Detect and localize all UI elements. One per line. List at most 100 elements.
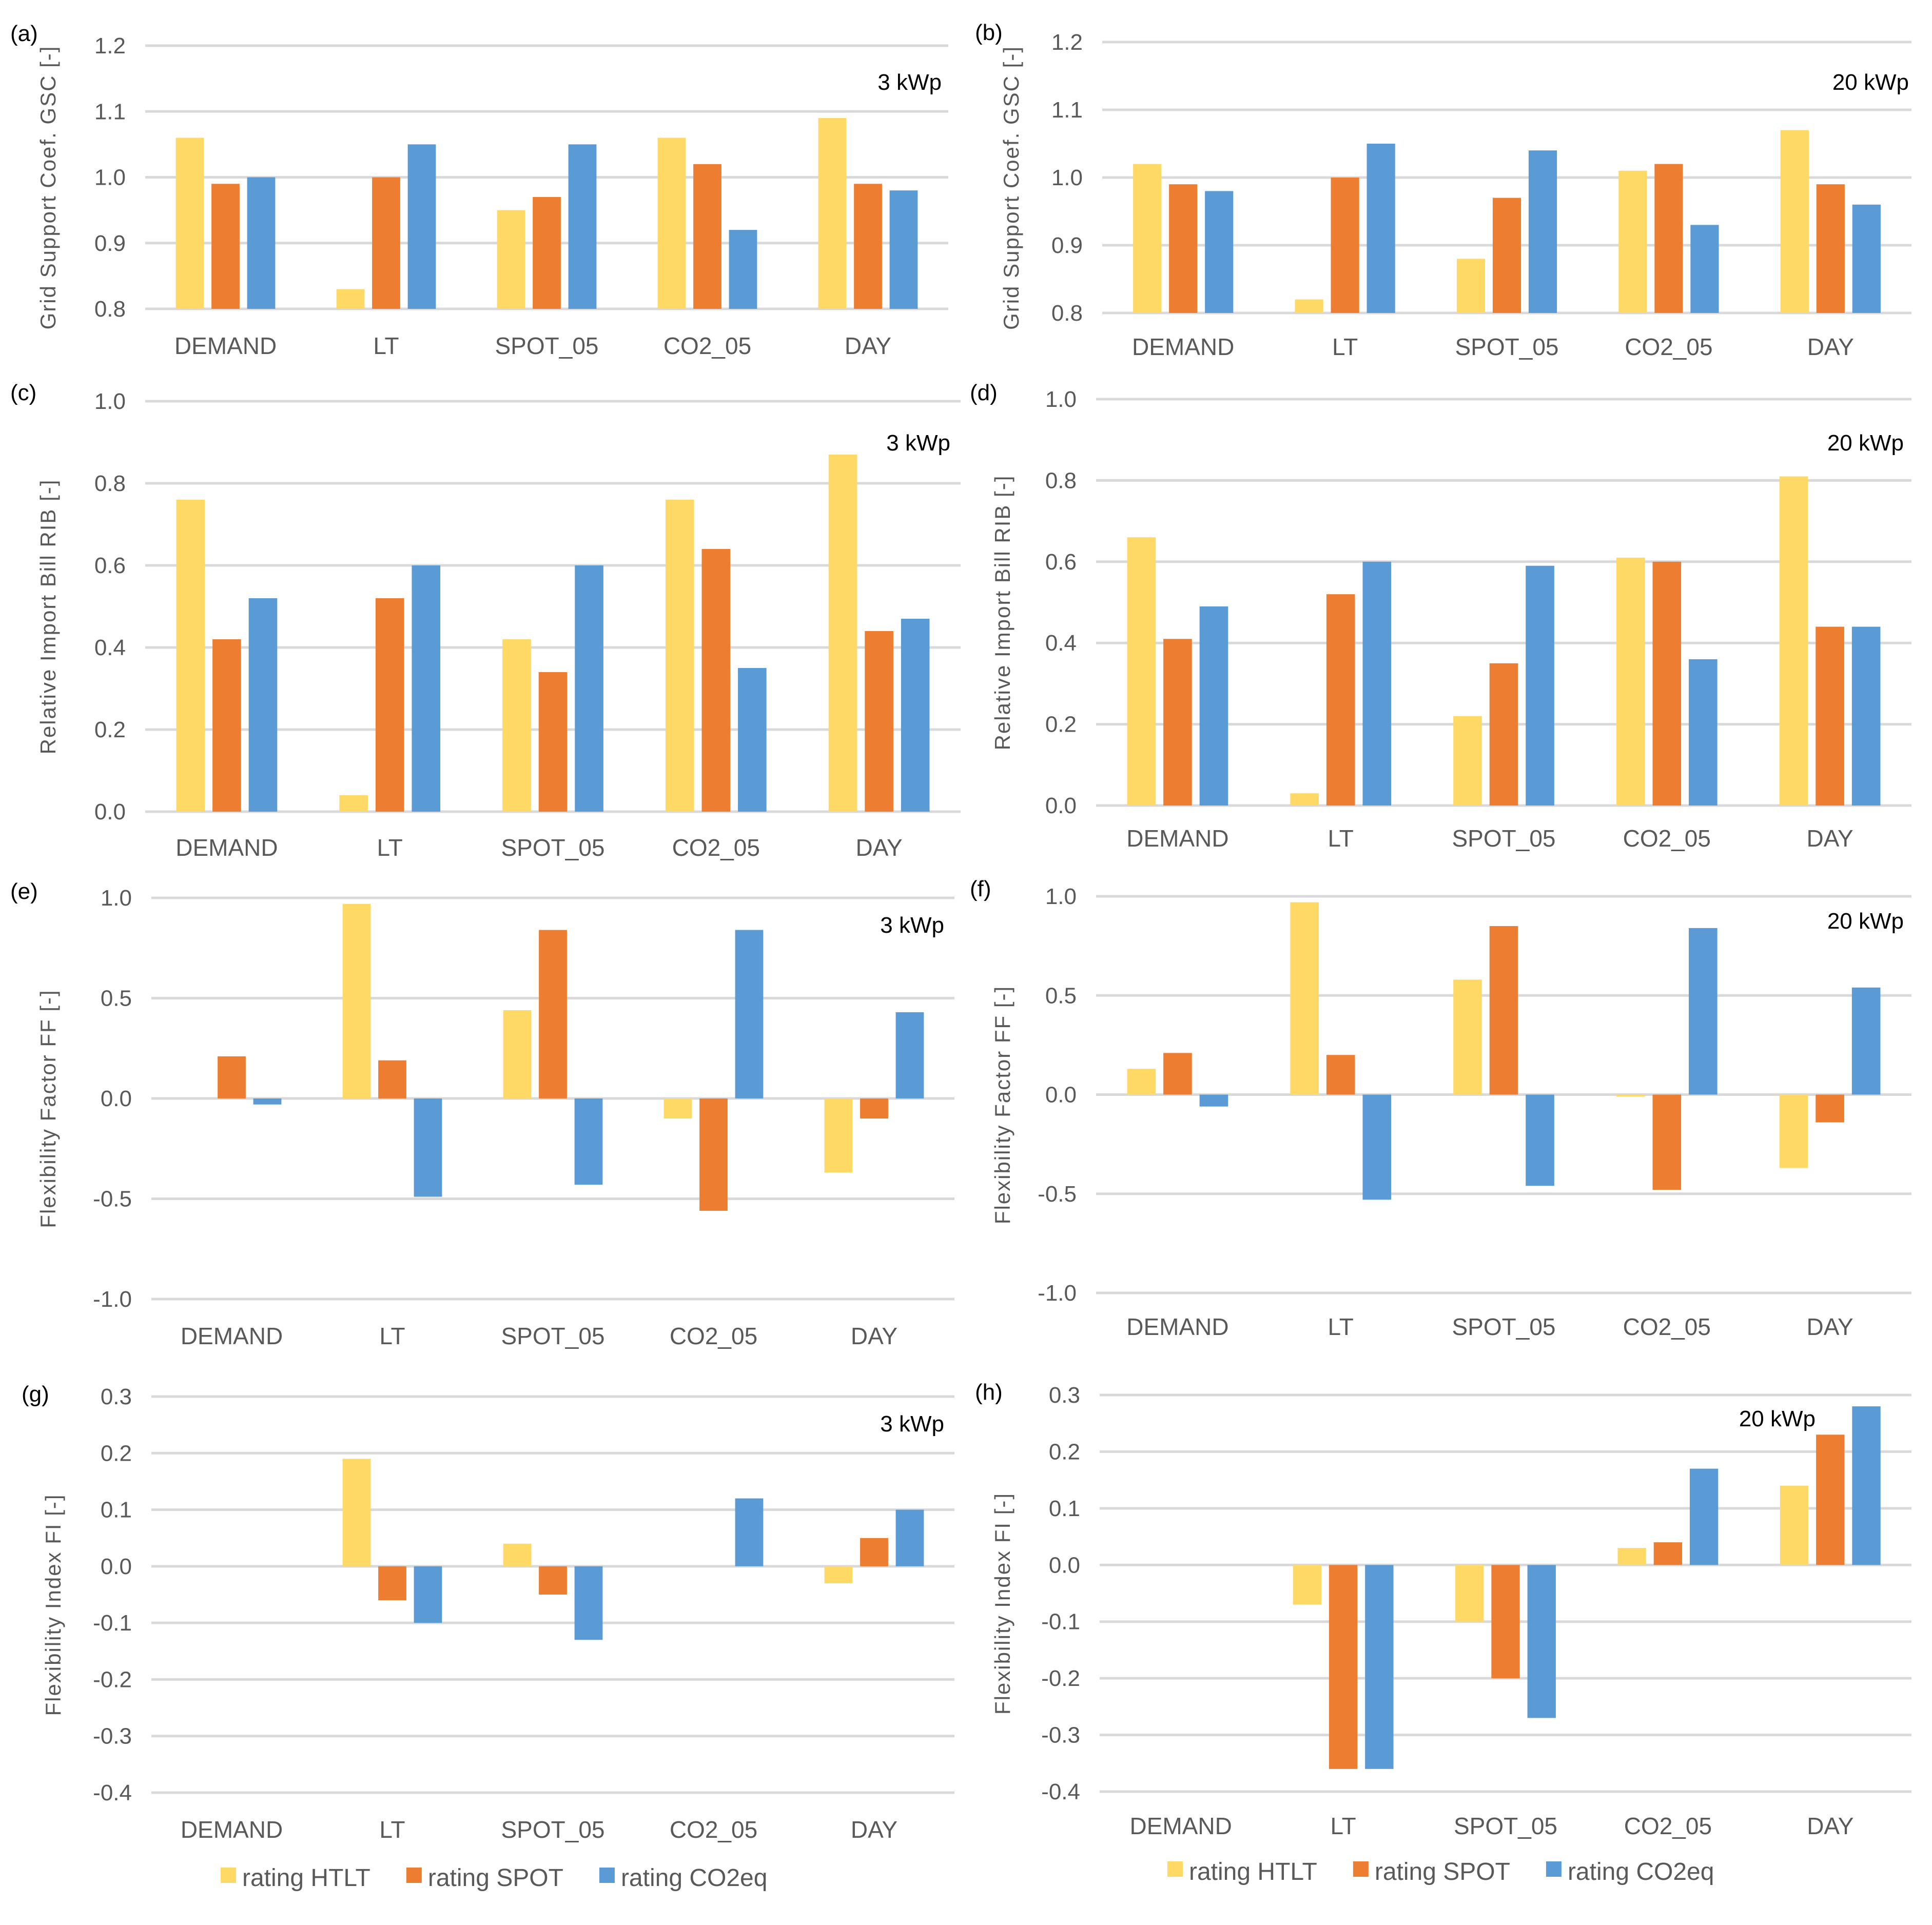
y-tick-label: 0.3 xyxy=(101,1384,132,1409)
bar-d-spot_05-rating-spot xyxy=(1489,663,1518,806)
bar-b-demand-rating-htlt xyxy=(1133,164,1162,313)
bar-a-spot_05-rating-spot xyxy=(533,197,561,309)
bar-e-day-rating-spot xyxy=(860,1098,888,1119)
bar-b-spot_05-rating-co2eq xyxy=(1528,150,1557,313)
category-label: DEMAND xyxy=(181,1816,283,1843)
legend-label: rating CO2eq xyxy=(621,1864,768,1892)
category-label: SPOT_05 xyxy=(495,332,599,359)
bar-b-co2_05-rating-co2eq xyxy=(1690,225,1719,313)
bar-a-lt-rating-htlt xyxy=(336,289,365,309)
bar-c-demand-rating-htlt xyxy=(176,500,205,812)
bar-b-co2_05-rating-htlt xyxy=(1618,170,1647,313)
category-label: SPOT_05 xyxy=(1452,1313,1556,1340)
y-tick-label: 0.1 xyxy=(1049,1496,1080,1521)
category-label: CO2_05 xyxy=(670,1323,757,1349)
bar-g-day-rating-htlt xyxy=(824,1566,853,1583)
bar-e-demand-rating-spot xyxy=(218,1056,246,1098)
bar-e-demand-rating-co2eq xyxy=(253,1098,282,1105)
category-label: DAY xyxy=(1807,1313,1853,1340)
bar-f-demand-rating-spot xyxy=(1163,1053,1192,1095)
category-label: DEMAND xyxy=(174,332,277,359)
category-label: CO2_05 xyxy=(1625,333,1712,360)
y-tick-label: -0.4 xyxy=(1041,1779,1080,1804)
panel-label: (f) xyxy=(970,876,991,901)
bar-f-lt-rating-htlt xyxy=(1290,902,1319,1095)
category-label: DAY xyxy=(845,332,891,359)
bar-d-co2_05-rating-co2eq xyxy=(1689,659,1718,806)
category-label: DEMAND xyxy=(1130,1813,1232,1839)
bar-f-co2_05-rating-spot xyxy=(1652,1094,1682,1190)
legend-swatch xyxy=(599,1868,615,1883)
panel-label: (b) xyxy=(975,20,1003,45)
capacity-annotation: 20 kWp xyxy=(1827,909,1904,934)
category-label: CO2_05 xyxy=(1624,1813,1712,1839)
panel-b: 0.8 0.9 1.0 1.1 1.2 DEMAND LT SPOT_05 CO2_05 DAY G… xyxy=(975,20,1911,360)
bar-c-spot_05-rating-htlt xyxy=(502,639,531,812)
bar-a-co2_05-rating-co2eq xyxy=(729,230,757,309)
y-tick-label: -0.3 xyxy=(93,1724,132,1749)
bar-d-day-rating-htlt xyxy=(1779,476,1808,806)
capacity-annotation: 3 kWp xyxy=(880,1411,944,1437)
category-label: SPOT_05 xyxy=(1455,333,1559,360)
y-tick-label: 0.2 xyxy=(94,717,126,742)
y-tick-label: -0.1 xyxy=(93,1610,132,1636)
bar-f-demand-rating-htlt xyxy=(1127,1069,1156,1095)
bar-g-lt-rating-htlt xyxy=(342,1459,371,1566)
category-label: SPOT_05 xyxy=(501,1323,605,1349)
bar-c-lt-rating-htlt xyxy=(339,795,368,812)
y-tick-label: 0.8 xyxy=(1051,301,1083,326)
category-label: LT xyxy=(1328,1313,1354,1340)
y-tick-label: -1.0 xyxy=(1038,1281,1077,1306)
bar-a-spot_05-rating-co2eq xyxy=(568,144,597,309)
bar-h-spot_05-rating-spot xyxy=(1491,1565,1520,1679)
category-label: SPOT_05 xyxy=(501,1816,605,1843)
bar-d-demand-rating-co2eq xyxy=(1199,606,1228,806)
bar-a-lt-rating-co2eq xyxy=(407,144,436,309)
category-label: CO2_05 xyxy=(670,1816,757,1843)
bar-f-day-rating-co2eq xyxy=(1851,987,1881,1095)
y-tick-label: 0.1 xyxy=(101,1498,132,1523)
bar-f-demand-rating-co2eq xyxy=(1199,1094,1228,1107)
bar-e-day-rating-htlt xyxy=(824,1098,853,1173)
category-label: SPOT_05 xyxy=(1452,825,1556,852)
bar-g-spot_05-rating-co2eq xyxy=(574,1566,603,1640)
y-tick-label: 1.2 xyxy=(94,33,126,58)
panel-label: (c) xyxy=(10,380,36,405)
y-axis-title: Grid Support Coef. GSC [-] xyxy=(36,46,60,330)
y-tick-label: 1.0 xyxy=(94,389,126,414)
bar-d-day-rating-co2eq xyxy=(1851,626,1881,806)
y-tick-label: 0.9 xyxy=(1051,233,1083,258)
y-tick-label: 0.0 xyxy=(1045,793,1077,818)
y-axis-title: Relative Import Bill RIB [-] xyxy=(990,475,1014,751)
bar-b-day-rating-co2eq xyxy=(1852,204,1881,313)
bar-e-lt-rating-htlt xyxy=(342,903,371,1098)
bar-b-lt-rating-htlt xyxy=(1295,299,1323,313)
bar-f-co2_05-rating-htlt xyxy=(1616,1094,1645,1097)
capacity-annotation: 20 kWp xyxy=(1827,430,1904,456)
bar-a-lt-rating-spot xyxy=(372,177,400,309)
y-tick-label: -1.0 xyxy=(93,1287,132,1312)
panel-d: 0.0 0.2 0.4 0.6 0.8 1.0 DEMAND LT SPOT_05 CO2_05 D… xyxy=(970,380,1911,852)
bar-f-co2_05-rating-co2eq xyxy=(1689,928,1718,1095)
category-label: CO2_05 xyxy=(663,332,751,359)
category-label: DAY xyxy=(1807,1813,1853,1839)
panel-a: 0.8 0.9 1.0 1.1 1.2 DEMAND LT SPOT_05 CO2_05 DAY G… xyxy=(10,21,948,359)
bar-d-co2_05-rating-spot xyxy=(1652,561,1682,806)
capacity-annotation: 3 kWp xyxy=(877,70,942,95)
y-tick-label: 0.6 xyxy=(1045,549,1077,575)
legend-label: rating HTLT xyxy=(242,1864,370,1892)
y-tick-label: 1.0 xyxy=(1051,165,1083,190)
y-tick-label: 0.8 xyxy=(94,297,126,322)
y-tick-label: 0.0 xyxy=(101,1554,132,1579)
bar-d-lt-rating-spot xyxy=(1326,594,1355,806)
legend-swatch xyxy=(221,1868,236,1883)
y-tick-label: 0.6 xyxy=(94,553,126,578)
legend-swatch xyxy=(1546,1861,1562,1877)
y-tick-label: 1.0 xyxy=(1045,387,1077,412)
category-label: CO2_05 xyxy=(672,834,760,861)
y-tick-label: 1.0 xyxy=(94,165,126,190)
capacity-annotation: 20 kWp xyxy=(1739,1406,1816,1431)
bar-d-day-rating-spot xyxy=(1816,626,1844,806)
bar-f-spot_05-rating-co2eq xyxy=(1526,1094,1554,1186)
bar-c-day-rating-spot xyxy=(865,631,893,812)
